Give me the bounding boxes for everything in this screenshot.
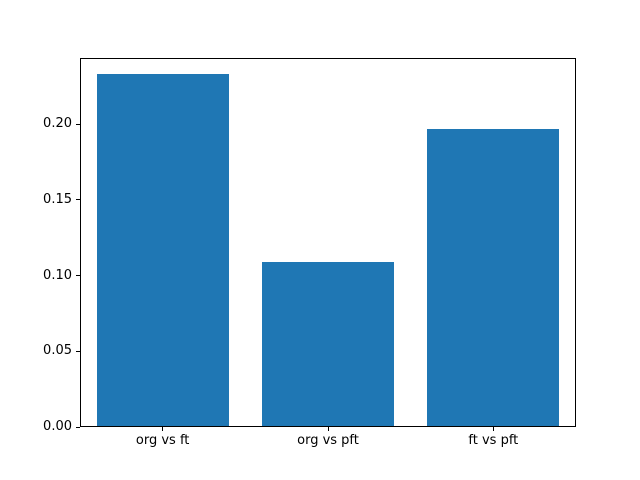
y-tick-label: 0.10	[43, 267, 72, 283]
y-tick-mark	[76, 275, 80, 277]
x-tick-mark	[162, 427, 164, 431]
y-tick-label: 0.15	[43, 191, 72, 207]
x-tick-label: ft vs pft	[468, 433, 519, 448]
bar	[261, 261, 395, 426]
x-tick-mark	[327, 427, 329, 431]
y-tick-mark	[76, 199, 80, 201]
bar	[427, 128, 560, 426]
bar	[96, 74, 229, 426]
x-tick-label: org vs pft	[297, 433, 359, 448]
y-tick-mark	[76, 350, 80, 352]
x-tick-label: org vs ft	[135, 433, 190, 448]
y-tick-mark	[76, 426, 80, 428]
y-tick-label: 0.00	[43, 419, 72, 434]
y-tick-label: 0.05	[43, 343, 72, 359]
y-tick-label: 0.20	[43, 116, 72, 132]
y-tick-mark	[76, 123, 80, 125]
x-tick-mark	[492, 427, 494, 431]
